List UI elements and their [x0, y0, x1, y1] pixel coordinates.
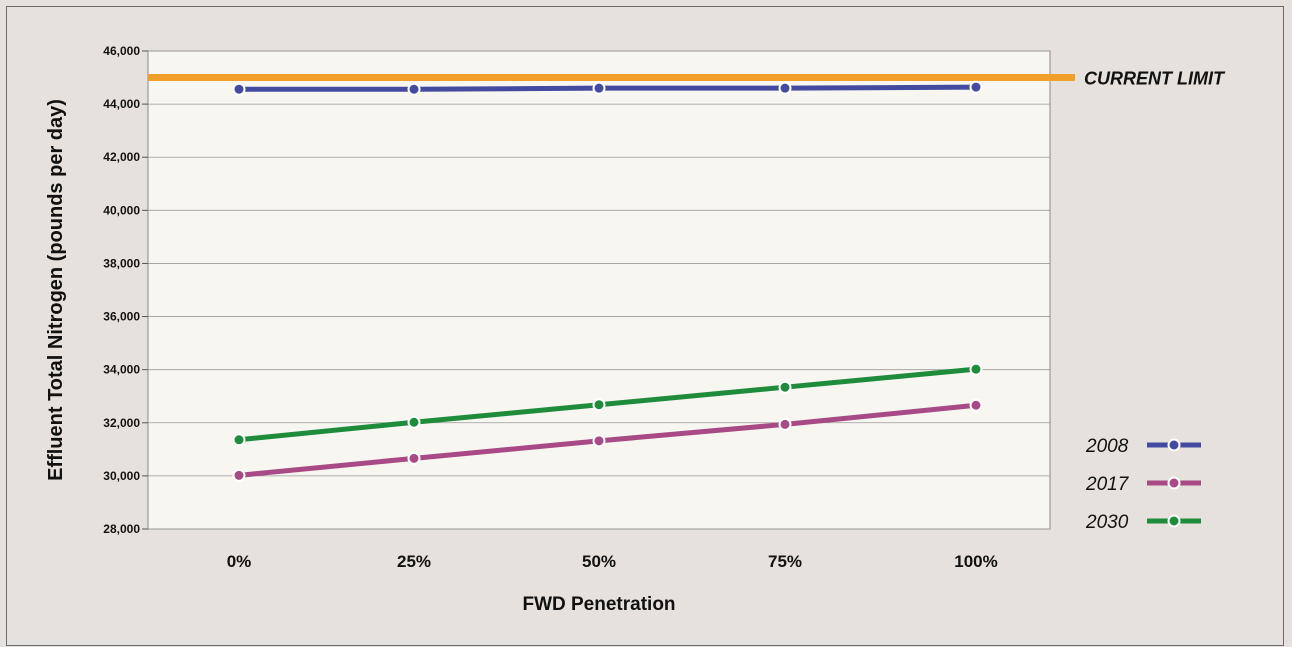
x-axis-title: FWD Penetration [522, 594, 675, 615]
chart: 28,000 30,000 32,000 34,000 36,000 38,000 40,0… [45, 44, 1226, 615]
y-axis-title: Effluent Total Nitrogen (pounds per day) [45, 99, 67, 481]
x-tick-label: 100% [954, 552, 997, 571]
y-tick-label: 44,000 [103, 97, 140, 111]
data-point [969, 80, 983, 94]
legend-item-2017: 2017 [1085, 474, 1201, 495]
x-tick-label: 50% [582, 552, 616, 571]
x-tick-label: 25% [397, 552, 431, 571]
legend-marker [1167, 476, 1181, 490]
chart-frame: 28,000 30,000 32,000 34,000 36,000 38,000 40,0… [6, 6, 1284, 646]
legend: 2008 2017 2030 [1085, 436, 1201, 533]
y-tick-label: 36,000 [103, 310, 140, 324]
gridlines [148, 50, 1050, 530]
data-point [232, 433, 246, 447]
legend-label: 2008 [1085, 436, 1129, 457]
legend-label: 2017 [1085, 474, 1130, 495]
current-limit-label: CURRENT LIMIT [1084, 69, 1226, 89]
series-group [232, 80, 983, 482]
y-tick-label: 46,000 [103, 44, 140, 58]
y-tick-label: 28,000 [103, 522, 140, 536]
data-point [778, 417, 792, 431]
x-axis-ticks: 0% 25% 50% 75% 100% [227, 552, 998, 571]
legend-item-2030: 2030 [1085, 512, 1201, 533]
data-point [407, 451, 421, 465]
data-point [407, 415, 421, 429]
x-tick-label: 75% [768, 552, 802, 571]
data-point [592, 81, 606, 95]
legend-item-2008: 2008 [1085, 436, 1201, 457]
y-tick-label: 30,000 [103, 469, 140, 483]
y-tick-label: 42,000 [103, 150, 140, 164]
data-point [592, 398, 606, 412]
plot-area [147, 50, 1051, 530]
data-point [232, 82, 246, 96]
x-tick-label: 0% [227, 552, 252, 571]
y-tick-label: 34,000 [103, 363, 140, 377]
y-tick-label: 38,000 [103, 256, 140, 270]
y-tick-label: 40,000 [103, 203, 140, 217]
series-2017 [232, 398, 983, 482]
legend-label: 2030 [1085, 512, 1129, 533]
series-2008 [232, 80, 983, 96]
data-point [592, 434, 606, 448]
y-axis-ticks: 28,000 30,000 32,000 34,000 36,000 38,000 40,0… [103, 44, 148, 536]
series-2030 [232, 362, 983, 447]
legend-marker [1167, 514, 1181, 528]
y-tick-label: 32,000 [103, 416, 140, 430]
legend-marker [1167, 438, 1181, 452]
data-point [232, 468, 246, 482]
data-point [778, 380, 792, 394]
series-line [239, 84, 977, 92]
data-point [969, 362, 983, 376]
data-point [407, 82, 421, 96]
reference-line-group: CURRENT LIMIT [148, 69, 1226, 89]
data-point [778, 81, 792, 95]
data-point [969, 398, 983, 412]
